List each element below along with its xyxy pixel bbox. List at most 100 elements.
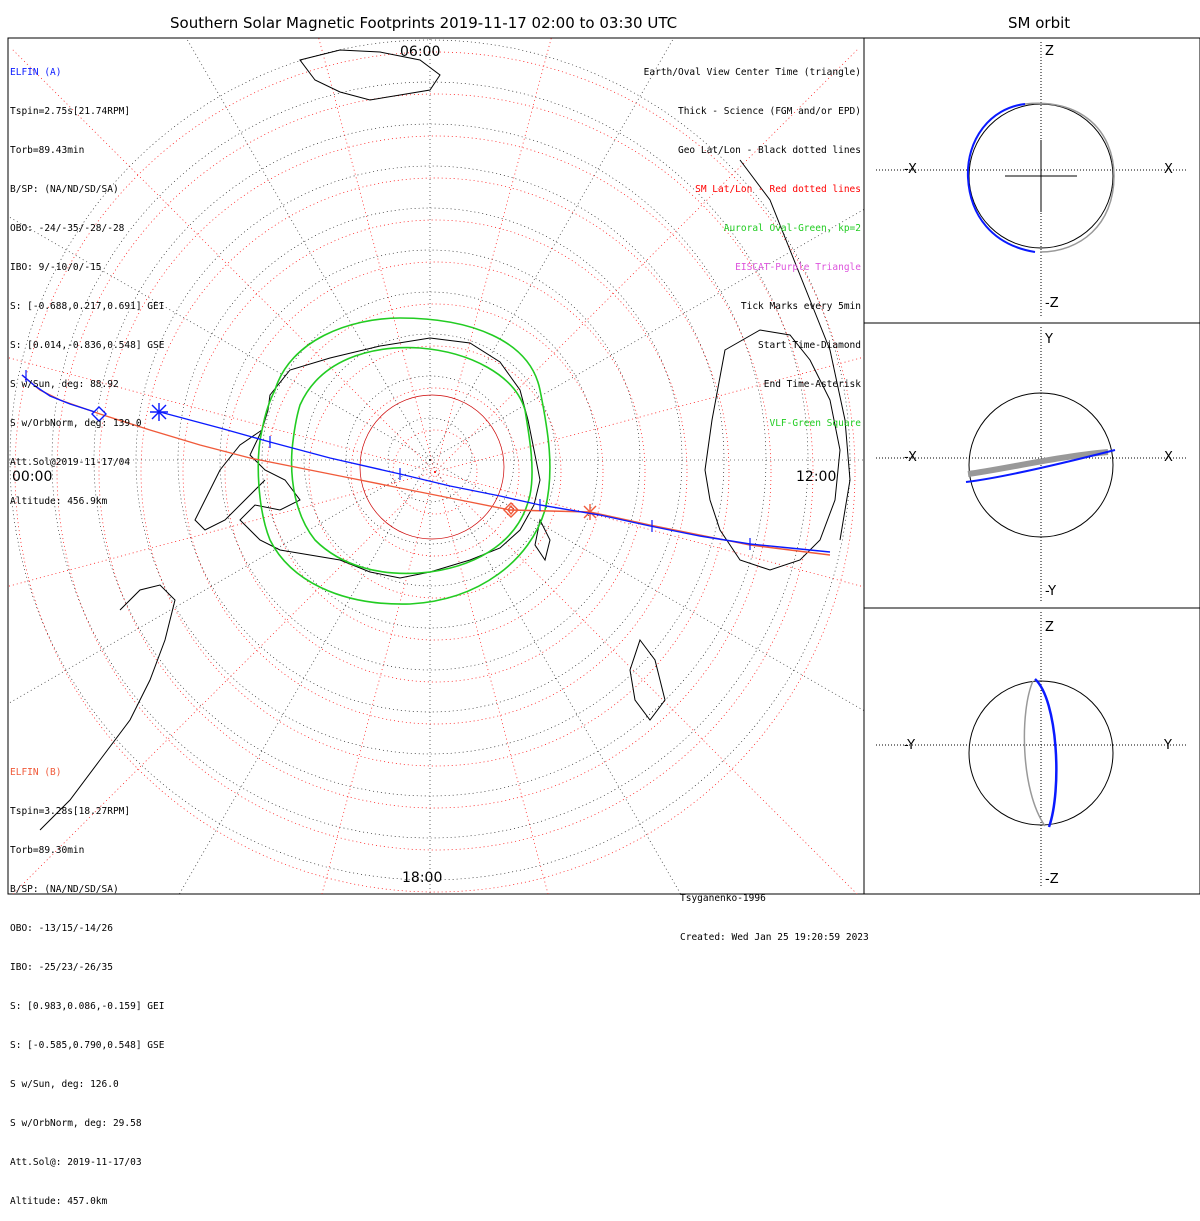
geo-lon-line (429, 38, 674, 461)
africa-coast (299, 49, 441, 101)
sm-lon-line (434, 38, 552, 473)
orbit-panel-xy (876, 327, 1188, 603)
orbit-a-yz (1034, 678, 1058, 828)
south-america-coast (39, 584, 176, 831)
sm-lon-line (434, 47, 860, 473)
legend-item: Auroral Oval-Green, kp=2 (723, 223, 861, 234)
info-line: S: [-0.688,0.217,0.691] GEI (10, 301, 165, 312)
legend-item: SM Lat/Lon - Red dotted lines (695, 184, 861, 195)
info-line: B/SP: (NA/ND/SD/SA) (10, 884, 119, 895)
sm-lon-line (12, 471, 436, 894)
sm-lat-circle (14, 51, 856, 893)
axis-label: Y (1045, 332, 1053, 347)
axis-label: -X (904, 162, 917, 177)
side-frame (863, 37, 1200, 895)
geo-lon-line (179, 459, 431, 894)
model-name: Tsyganenko-1996 (680, 893, 766, 904)
sm-lat-circle (350, 387, 520, 557)
axis-label: Y (1164, 738, 1172, 753)
main-title: Southern Solar Magnetic Footprints 2019-… (170, 14, 678, 32)
sm-lon-line (434, 471, 549, 894)
elfin-a-track (21, 370, 831, 553)
info-line: OBO: -24/-35/-28/-28 (10, 223, 125, 234)
info-line: Tspin=3.28s[18.27RPM] (10, 806, 131, 817)
axis-label: -Y (904, 738, 916, 753)
sm-lon-line (8, 357, 436, 473)
info-line: S w/OrbNorm, deg: 29.58 (10, 1118, 142, 1129)
geo-lat-circle (387, 417, 473, 503)
geo-lon-line (186, 38, 431, 461)
sm-lat-circle (140, 177, 730, 767)
elfin-a-ticks (25, 370, 751, 550)
info-line: Altitude: 457.0km (10, 1196, 108, 1207)
axis-label: -Z (1045, 296, 1059, 311)
sm-grid (8, 38, 864, 894)
sm-lon-line (434, 471, 858, 894)
elfin-a-name: ELFIN (A) (10, 67, 62, 78)
sm-lon-line (318, 38, 436, 473)
created-timestamp: Created: Wed Jan 25 19:20:59 2023 (680, 932, 869, 943)
legend-item: Earth/Oval View Center Time (triangle) (643, 67, 861, 78)
legend: Earth/Oval View Center Time (triangle) T… (644, 40, 861, 443)
sm-lat-circle (266, 303, 604, 641)
info-line: S w/Sun, deg: 88.92 (10, 379, 119, 390)
elfin-a-info: ELFIN (A) Tspin=2.75s[21.74RPM] Torb=89.… (10, 40, 164, 521)
legend-item: Thick - Science (FGM and/or EPD) (677, 106, 861, 117)
legend-item: Tick Marks every 5min (740, 301, 861, 312)
elfin-b-info: ELFIN (B) Tspin=3.28s[18.27RPM] Torb=89.… (10, 740, 164, 1221)
info-line: Torb=89.30min (10, 845, 85, 856)
antarctica-coast (239, 337, 541, 579)
legend-item: Start Time-Diamond (758, 340, 861, 351)
legend-item: VLF-Green Square (769, 418, 861, 429)
africa-east (739, 159, 851, 541)
elfin-b-start-diamond (503, 502, 519, 518)
geo-lat-circle (219, 249, 641, 671)
sm-lat-circle (308, 345, 562, 599)
geo-lon-line (429, 459, 864, 711)
axis-label: -Y (1045, 584, 1057, 599)
elfin-b-name: ELFIN (B) (10, 767, 62, 778)
auroral-oval-outer (257, 317, 551, 605)
info-line: OBO: -13/15/-14/26 (10, 923, 113, 934)
axis-label: -Z (1045, 872, 1059, 887)
sm-lon-line (434, 471, 864, 588)
sm-lon-line (10, 47, 436, 473)
orbit-a-xz (966, 103, 1036, 253)
sm-lon-line (434, 356, 864, 473)
sm-lat-circle (56, 93, 814, 851)
info-line: S: [-0.585,0.790,0.548] GSE (10, 1040, 165, 1051)
elfin-a-start-diamond (91, 406, 107, 422)
axis-label: X (1164, 450, 1173, 465)
sm-lat-circle (224, 261, 646, 683)
axis-label: X (1164, 162, 1173, 177)
info-line: Torb=89.43min (10, 145, 85, 156)
geo-lon-line (429, 209, 864, 461)
axis-label: Z (1045, 44, 1054, 59)
info-line: S w/OrbNorm, deg: 139.0 (10, 418, 142, 429)
info-line: B/SP: (NA/ND/SD/SA) (10, 184, 119, 195)
footprint-plots (7, 37, 1200, 895)
info-line: Altitude: 456.9km (10, 496, 108, 507)
elfin-a-end-asterisk (150, 403, 168, 421)
info-line: Att.Sol@2019-11-17/04 (10, 457, 131, 468)
info-line: S w/Sun, deg: 126.0 (10, 1079, 119, 1090)
sm-lon-line (321, 471, 436, 894)
sm-lat-circle (182, 219, 688, 725)
axis-label: Z (1045, 620, 1054, 635)
geo-lat-circle (303, 333, 557, 587)
auroral-oval-inner (290, 346, 533, 575)
geo-lat-circle (51, 81, 809, 839)
elfin-a-line-west (21, 374, 96, 413)
legend-item: Geo Lat/Lon - Black dotted lines (677, 145, 861, 156)
axis-label: -X (904, 450, 917, 465)
geo-lat-circle (135, 165, 725, 755)
orbit-a-xy (965, 449, 1116, 483)
geo-lon-line (8, 459, 431, 704)
elfin-b-start-diamond-inner (507, 504, 515, 516)
mlt-label-left: 00:00 (12, 469, 53, 485)
elfin-a-line (159, 411, 831, 553)
geo-lon-line (429, 459, 681, 894)
auroral-oval (257, 317, 551, 605)
orbit-panel-yz (876, 612, 1188, 888)
sm-lat-circle (392, 429, 478, 515)
